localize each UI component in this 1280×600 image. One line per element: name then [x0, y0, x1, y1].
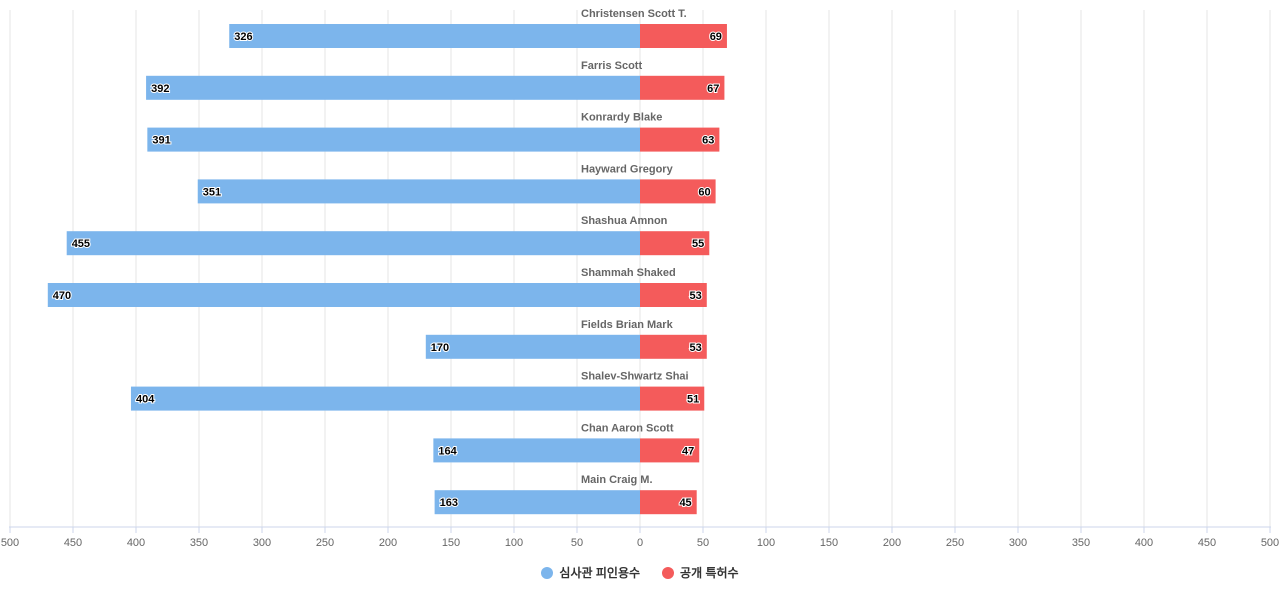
x-tick-label: 250: [316, 537, 334, 549]
category-label: Main Craig M.: [581, 474, 653, 486]
x-tick-label: 150: [820, 537, 838, 549]
data-label: 53: [690, 290, 702, 302]
data-label: 47: [682, 445, 694, 457]
data-label: 69: [710, 31, 722, 43]
bar-citations: [197, 179, 641, 204]
data-label: 60: [698, 186, 710, 198]
x-tick-label: 300: [1009, 537, 1027, 549]
bar-patents: [640, 127, 720, 152]
data-label: 470: [53, 290, 71, 302]
x-tick-label: 500: [1, 537, 19, 549]
data-label: 45: [679, 497, 691, 509]
x-tick-label: 500: [1261, 537, 1279, 549]
data-label: 67: [707, 83, 719, 95]
data-label: 53: [690, 342, 702, 354]
legend: 심사관 피인용수 공개 특허수: [0, 564, 1280, 581]
data-label: 63: [702, 135, 714, 147]
legend-marker: [541, 566, 554, 579]
data-label: 326: [234, 31, 252, 43]
bar-patents: [640, 75, 725, 100]
x-tick-label: 50: [697, 537, 709, 549]
category-label: Shalev-Shwartz Shai: [581, 371, 689, 383]
legend-item-citations[interactable]: 심사관 피인용수: [541, 564, 640, 581]
category-label: Shashua Amnon: [581, 215, 668, 227]
bar-citations: [147, 127, 640, 152]
x-tick-label: 0: [637, 537, 643, 549]
bar-patents: [640, 386, 705, 411]
data-label: 404: [136, 394, 155, 406]
x-tick-label: 250: [946, 537, 964, 549]
bar-patents: [640, 24, 727, 48]
data-label: 55: [692, 238, 704, 250]
chart: 500 450 400 350 300 250 200 150 100 50 0 50 100 150 20…: [1, 8, 1279, 549]
data-label: 392: [151, 83, 169, 95]
category-label: Christensen Scott T.: [581, 8, 687, 20]
legend-item-patents[interactable]: 공개 특허수: [662, 564, 739, 581]
x-tick-label: 150: [442, 537, 460, 549]
bar-citations: [146, 75, 640, 100]
x-tick-label: 350: [190, 537, 208, 549]
bar-patents: [640, 438, 700, 463]
bar-citations: [66, 231, 640, 256]
bar-patents: [640, 179, 716, 204]
legend-label: 심사관 피인용수: [559, 566, 641, 580]
data-label: 351: [203, 186, 221, 198]
data-label: 164: [438, 445, 457, 457]
category-label: Konrardy Blake: [581, 112, 662, 124]
x-tick-label: 200: [379, 537, 397, 549]
x-tick-label: 100: [505, 537, 523, 549]
category-label: Shammah Shaked: [581, 267, 676, 279]
bar-citations: [425, 334, 640, 359]
x-tick-label: 450: [64, 537, 82, 549]
data-label: 163: [440, 497, 458, 509]
bar-patents: [640, 334, 707, 359]
x-tick-label: 100: [757, 537, 775, 549]
bar-citations: [229, 24, 641, 48]
bar-patents: [640, 490, 697, 515]
bar-citations: [433, 438, 640, 463]
category-label: Chan Aaron Scott: [581, 422, 674, 434]
x-tick-label: 50: [571, 537, 583, 549]
bar-citations: [434, 490, 640, 515]
x-tick-label: 400: [127, 537, 145, 549]
data-label: 455: [72, 238, 90, 250]
category-label: Farris Scott: [581, 60, 642, 72]
x-tick-label: 350: [1072, 537, 1090, 549]
category-label: Hayward Gregory: [581, 163, 674, 175]
bar-citations: [130, 386, 640, 411]
bar-citations: [47, 283, 641, 307]
category-label: Fields Brian Mark: [581, 319, 674, 331]
x-tick-label: 400: [1135, 537, 1153, 549]
data-label: 170: [431, 342, 449, 354]
legend-marker: [662, 566, 675, 579]
x-tick-label: 300: [253, 537, 271, 549]
x-tick-label: 200: [883, 537, 901, 549]
bar-patents: [640, 231, 710, 256]
bar-patents: [640, 283, 707, 307]
x-tick-label: 450: [1198, 537, 1216, 549]
legend-label: 공개 특허수: [680, 566, 739, 580]
data-label: 391: [152, 135, 170, 147]
data-label: 51: [687, 394, 699, 406]
